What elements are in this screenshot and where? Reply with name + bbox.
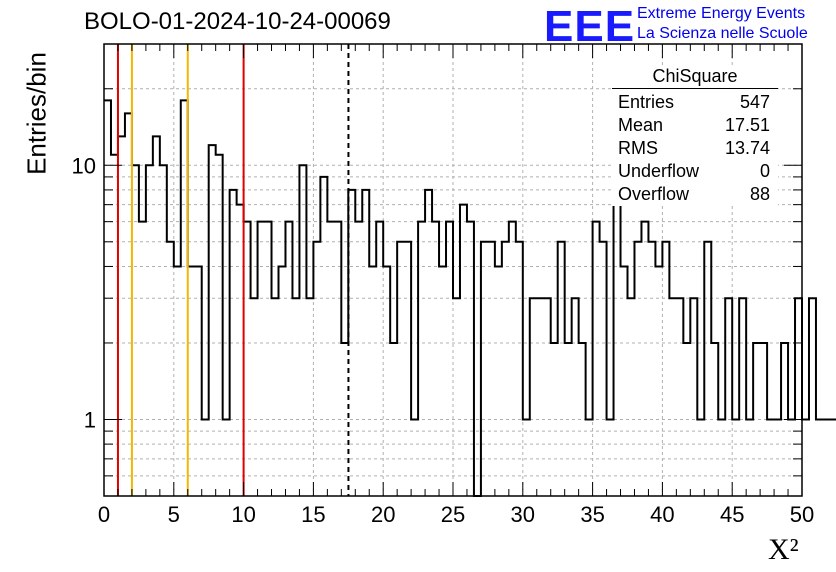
stats-label: Overflow <box>618 184 690 204</box>
stats-row-underflow: Underflow 0 <box>612 160 778 183</box>
chart-title: BOLO-01-2024-10-24-00069 <box>84 8 391 35</box>
stats-row-mean: Mean 17.51 <box>612 114 778 137</box>
y-tick-label: 10 <box>72 153 96 178</box>
stats-label: Entries <box>618 92 675 112</box>
stats-title: ChiSquare <box>612 66 778 89</box>
logo-line-1: Extreme Energy Events <box>637 5 806 22</box>
stats-label: Mean <box>618 115 664 135</box>
stats-value: 13.74 <box>724 138 770 158</box>
x-tick-label: 45 <box>720 502 744 527</box>
stats-value: 0 <box>759 161 770 181</box>
y-tick-label: 1 <box>84 407 96 432</box>
x-tick-label: 40 <box>650 502 674 527</box>
x-axis-label: X² <box>768 533 799 566</box>
x-tick-label: 25 <box>441 502 465 527</box>
stats-row-overflow: Overflow 88 <box>612 183 778 206</box>
x-tick-label: 50 <box>790 502 814 527</box>
x-tick-label: 35 <box>580 502 604 527</box>
x-tick-label: 15 <box>301 502 325 527</box>
x-tick-label: 0 <box>98 502 110 527</box>
stats-box: ChiSquare Entries 547 Mean 17.51 RMS 13.74 Und… <box>612 66 778 206</box>
x-tick-label: 30 <box>511 502 535 527</box>
x-tick-label: 10 <box>231 502 255 527</box>
stats-row-rms: RMS 13.74 <box>612 137 778 160</box>
x-tick-label: 20 <box>371 502 395 527</box>
stats-value: 88 <box>749 184 770 204</box>
stats-label: RMS <box>618 138 658 158</box>
logo-line-2: La Scienza nelle Scuole <box>637 25 808 42</box>
eee-logo: EEE <box>544 2 636 51</box>
stats-value: 17.51 <box>724 115 770 135</box>
eee-logo-text: Extreme Energy Events La Scienza nelle S… <box>637 4 808 44</box>
stats-row-entries: Entries 547 <box>612 91 778 114</box>
stats-value: 547 <box>739 92 770 112</box>
stats-label: Underflow <box>618 161 700 181</box>
x-tick-label: 5 <box>168 502 180 527</box>
histogram-series <box>104 99 836 497</box>
